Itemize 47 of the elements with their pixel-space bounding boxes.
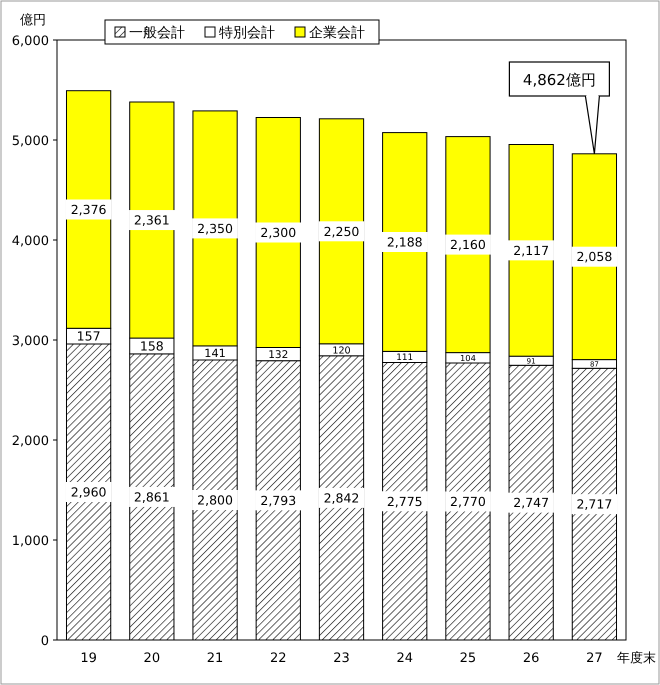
data-label: 157	[76, 328, 101, 344]
y-tick-label: 5,000	[12, 134, 49, 149]
data-label: 2,058	[576, 249, 612, 264]
data-label: 2,793	[260, 492, 296, 508]
y-tick-label: 2,000	[12, 434, 49, 449]
x-tick-label: 19	[80, 651, 97, 666]
legend-label: 特別会計	[219, 25, 275, 41]
y-axis-title: 億円	[20, 13, 46, 28]
data-label: 2,960	[70, 484, 107, 500]
y-tick-label: 4,000	[12, 234, 49, 249]
x-tick-label: 24	[396, 651, 413, 666]
legend-label: 一般会計	[129, 25, 185, 41]
data-label: 2,842	[324, 490, 360, 506]
data-label: 2,376	[70, 202, 107, 217]
x-tick-label: 21	[206, 651, 224, 666]
data-label: 141	[204, 347, 226, 360]
data-label: 2,800	[197, 492, 233, 508]
data-label: 2,117	[513, 242, 550, 258]
y-tick-label: 6,000	[12, 34, 49, 49]
x-tick-label: 25	[460, 651, 476, 666]
data-label: 2,250	[324, 224, 360, 239]
data-label: 2,350	[197, 220, 233, 236]
data-label: 2,717	[576, 496, 612, 512]
data-label: 120	[332, 345, 351, 356]
data-label: 104	[460, 352, 476, 363]
data-label: 2,775	[386, 494, 423, 509]
data-label: 158	[140, 338, 164, 354]
y-tick-label: 3,000	[12, 334, 49, 349]
data-label: 2,747	[513, 495, 550, 510]
data-label: 2,361	[134, 212, 170, 228]
data-label: 111	[396, 353, 414, 364]
x-axis-title: 年度末	[617, 650, 656, 666]
x-tick-label: 22	[270, 651, 287, 666]
y-tick-label: 0	[40, 634, 49, 649]
data-label: 2,160	[450, 237, 486, 252]
legend-label: 企業会計	[309, 25, 365, 41]
data-label: 2,188	[386, 234, 423, 250]
data-label: 2,861	[134, 489, 170, 504]
x-tick-label: 20	[144, 651, 160, 666]
x-tick-label: 23	[333, 651, 350, 666]
data-label: 132	[268, 348, 288, 361]
data-label: 2,300	[260, 225, 296, 240]
x-tick-label: 27	[586, 651, 603, 666]
annotation: 4,862億円	[522, 71, 596, 89]
x-tick-label: 26	[522, 651, 540, 666]
y-tick-label: 1,000	[12, 534, 49, 549]
data-label: 2,770	[450, 494, 486, 509]
